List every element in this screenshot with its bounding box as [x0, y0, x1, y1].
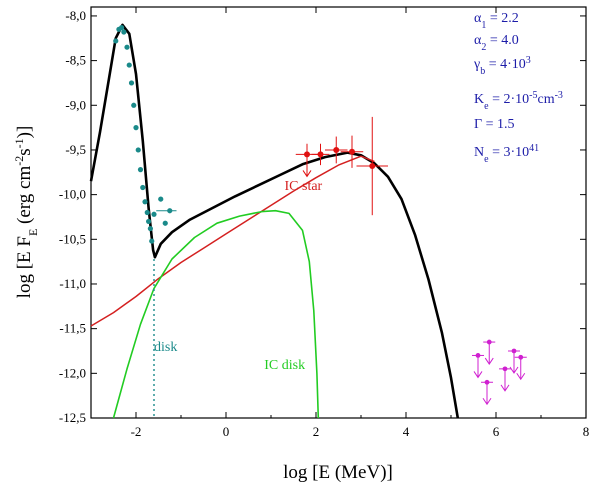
x-tick-label: 8	[583, 424, 590, 439]
upper-limit-arrow	[484, 357, 494, 365]
y-tick-label: -8,0	[65, 8, 86, 23]
red-data-point	[349, 148, 355, 155]
y-tick-label: -9,5	[65, 142, 86, 157]
teal-data-point	[131, 102, 137, 108]
y-tick-label: -8,5	[65, 53, 86, 68]
teal-data-point	[121, 29, 127, 35]
teal-data-point	[119, 24, 125, 31]
upper-limit-arrow	[482, 397, 492, 406]
teal-data-point	[151, 211, 157, 217]
series-layer	[89, 23, 460, 419]
upper-limit-arrow	[516, 372, 526, 381]
annotation-ic-star: IC star	[285, 179, 323, 194]
teal-data-point	[146, 218, 152, 225]
y-tick-label: -10,5	[59, 231, 86, 246]
teal-data-point	[142, 199, 148, 205]
x-tick-label: -2	[131, 424, 142, 439]
y-tick-label: -12,5	[59, 410, 86, 425]
upper-limit-arrow	[500, 384, 510, 392]
points-layer: IC star IC disk disk	[113, 24, 527, 406]
param-ne: Ne = 3·1041	[474, 143, 539, 165]
param-gamma: Γ = 1.5	[474, 117, 515, 132]
teal-data-point	[137, 167, 144, 173]
param-gamma-b: γb = 4·103	[473, 55, 531, 77]
teal-data-point	[126, 62, 132, 68]
y-tick-label: -11,5	[59, 321, 86, 336]
series-ic-star	[90, 155, 375, 327]
x-tick-label: 2	[313, 424, 320, 439]
param-alpha2: α2 = 4.0	[474, 33, 519, 53]
teal-data-point	[113, 38, 119, 44]
annotation-ic-disk: IC disk	[264, 358, 305, 373]
teal-data-point	[133, 125, 139, 131]
teal-data-point	[135, 147, 141, 153]
x-tick-label: 6	[493, 424, 500, 439]
x-tick-label: 0	[223, 424, 230, 439]
teal-data-point	[162, 220, 168, 226]
upper-limit-arrow	[509, 366, 519, 374]
red-data-point	[369, 163, 376, 170]
y-tick-label: -10,0	[59, 187, 86, 202]
y-tick-label: -12,0	[59, 365, 86, 380]
series-total	[89, 23, 460, 419]
x-axis-label: log [E (MeV)]	[283, 462, 393, 483]
param-ke: Ke = 2·10-5cm-3	[474, 90, 563, 112]
plot-frame	[90, 6, 587, 419]
param-alpha1: α1 = 2.2	[474, 11, 519, 31]
x-tick-label: 4	[403, 424, 410, 439]
upper-limit-arrow	[473, 371, 483, 379]
red-data-point	[333, 146, 340, 153]
parameter-legend: α1 = 2.2 α2 = 4.0 γb = 4·103 Ke = 2·10-5…	[473, 11, 563, 165]
red-data-point	[317, 151, 324, 158]
red-upper-limit-arrow	[302, 170, 312, 178]
annotation-disk: disk	[154, 340, 177, 355]
teal-data-point	[144, 209, 150, 216]
series-ic-disk	[112, 209, 320, 419]
teal-data-point	[140, 184, 146, 191]
teal-data-point	[158, 196, 164, 202]
teal-data-point	[147, 225, 153, 232]
teal-data-point	[124, 44, 130, 50]
teal-data-point	[149, 238, 155, 244]
axis-ticks: -2 0 2 4 6 8 -8,0 -8,5 -9,0 -9,5 -10,0 -10,5 -11,0 -1…	[59, 7, 589, 439]
teal-data-point	[128, 80, 135, 86]
y-tick-label: -9,0	[65, 97, 86, 112]
y-axis-label: log [E FE (erg cm-2s-1)]	[12, 126, 40, 299]
y-tick-label: -11,0	[59, 276, 86, 291]
